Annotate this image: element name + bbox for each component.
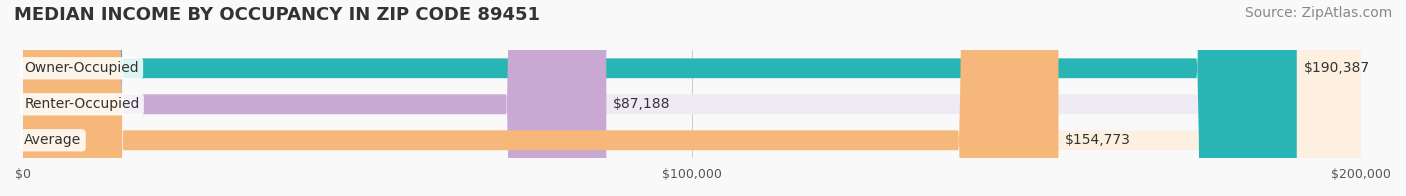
Text: Renter-Occupied: Renter-Occupied: [24, 97, 139, 111]
Text: Average: Average: [24, 133, 82, 147]
FancyBboxPatch shape: [22, 0, 1361, 196]
Text: $154,773: $154,773: [1066, 133, 1130, 147]
Text: $87,188: $87,188: [613, 97, 671, 111]
FancyBboxPatch shape: [22, 0, 1361, 196]
FancyBboxPatch shape: [22, 0, 1361, 196]
FancyBboxPatch shape: [22, 0, 606, 196]
Text: Owner-Occupied: Owner-Occupied: [24, 61, 139, 75]
FancyBboxPatch shape: [22, 0, 1296, 196]
FancyBboxPatch shape: [22, 0, 1059, 196]
Text: Source: ZipAtlas.com: Source: ZipAtlas.com: [1244, 6, 1392, 20]
Text: $190,387: $190,387: [1303, 61, 1369, 75]
Text: MEDIAN INCOME BY OCCUPANCY IN ZIP CODE 89451: MEDIAN INCOME BY OCCUPANCY IN ZIP CODE 8…: [14, 6, 540, 24]
